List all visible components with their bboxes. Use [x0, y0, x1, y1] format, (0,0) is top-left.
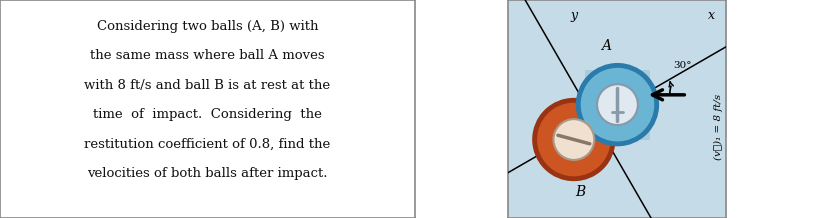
Text: A: A [601, 39, 611, 53]
Text: 30°: 30° [672, 61, 691, 70]
Circle shape [553, 119, 594, 160]
Text: with 8 ft/s and ball B is at rest at the: with 8 ft/s and ball B is at rest at the [84, 78, 330, 92]
Text: Considering two balls (A, B) with: Considering two balls (A, B) with [97, 20, 318, 33]
Circle shape [596, 84, 637, 125]
Text: x: x [707, 9, 714, 22]
Text: y: y [569, 9, 577, 22]
Text: velocities of both balls after impact.: velocities of both balls after impact. [87, 167, 328, 180]
Bar [584, 70, 649, 140]
Text: time  of  impact.  Considering  the: time of impact. Considering the [93, 108, 322, 121]
Text: restitution coefficient of 0.8, find the: restitution coefficient of 0.8, find the [84, 137, 330, 150]
Circle shape [577, 65, 656, 144]
Circle shape [534, 100, 613, 179]
Text: (v⁁)₁ = 8 ft/s: (v⁁)₁ = 8 ft/s [713, 93, 722, 160]
Text: the same mass where ball A moves: the same mass where ball A moves [90, 49, 324, 62]
Text: B: B [575, 185, 585, 199]
